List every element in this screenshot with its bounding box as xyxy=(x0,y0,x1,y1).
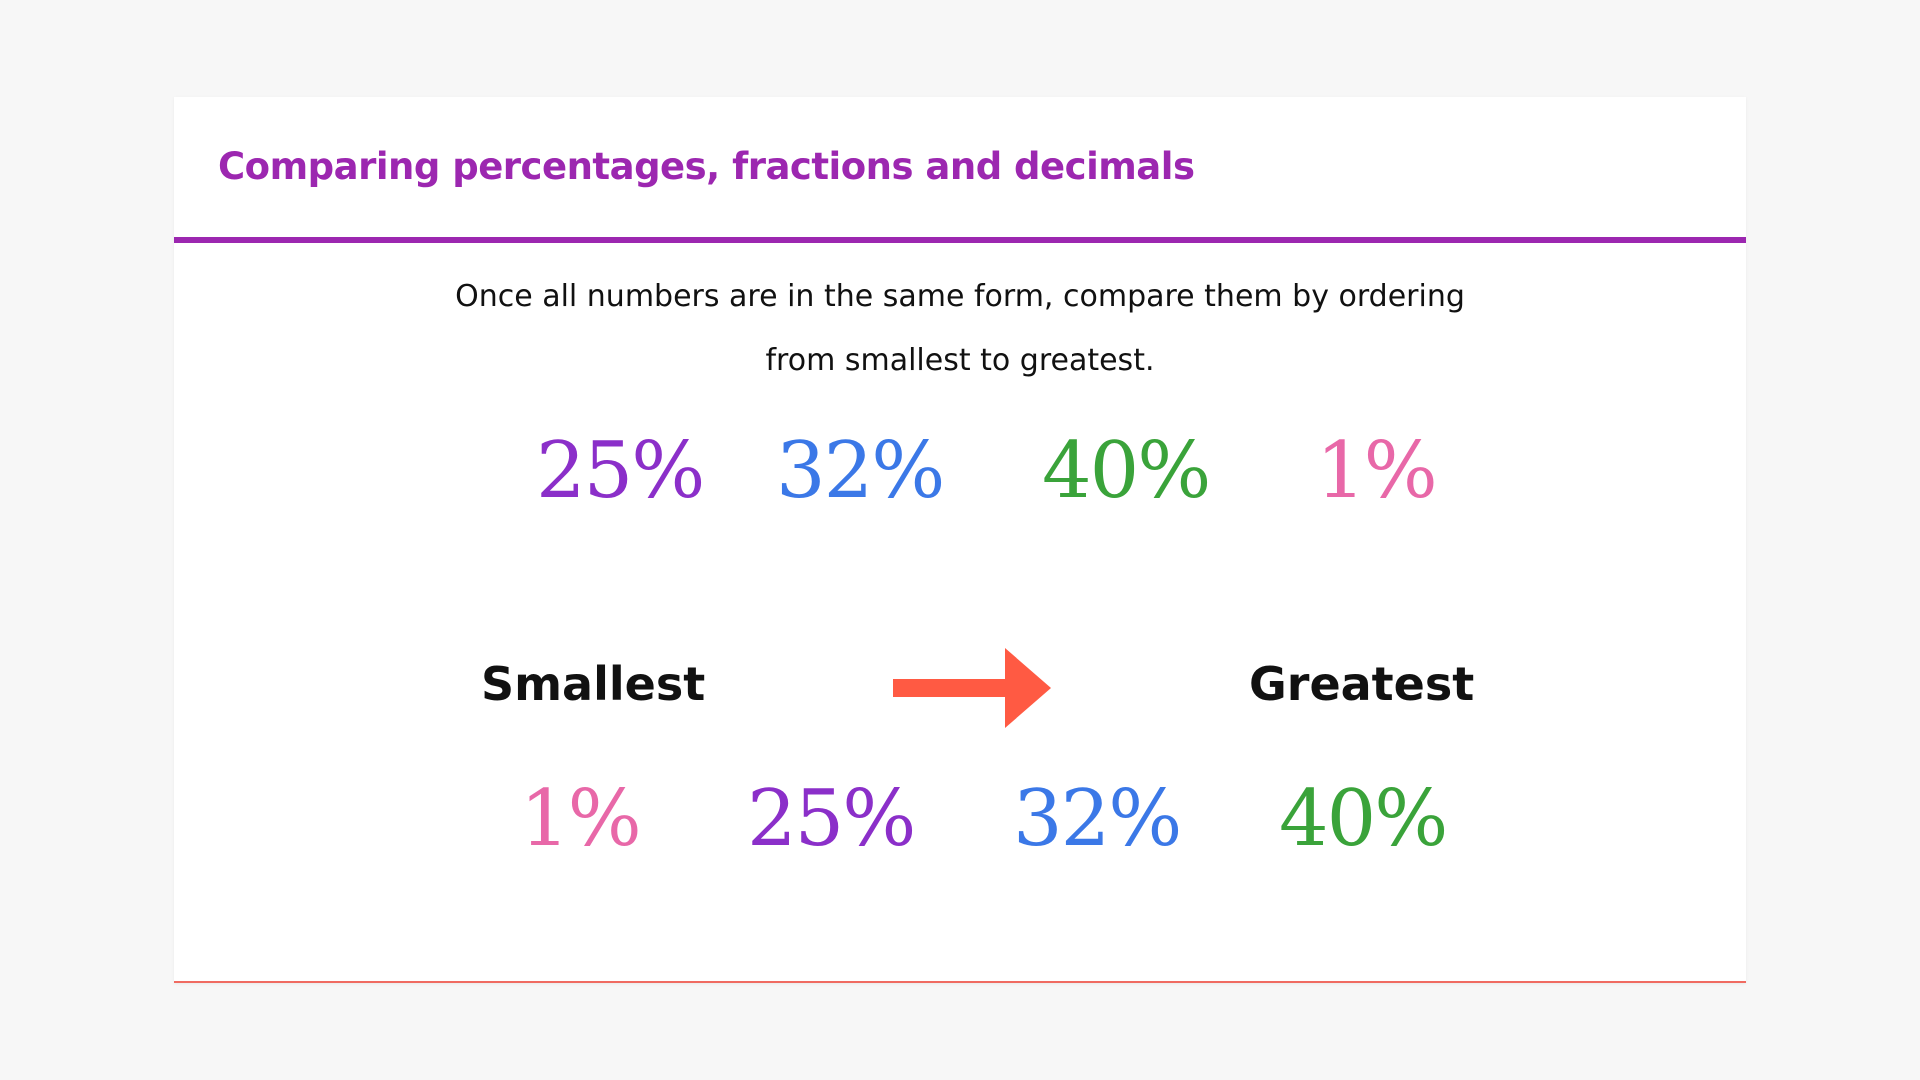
smallest-label: Smallest xyxy=(481,657,706,711)
greatest-label: Greatest xyxy=(1249,657,1475,711)
intro-line-2: from smallest to greatest. xyxy=(765,343,1155,378)
ordered-value: 25% xyxy=(747,774,916,864)
unordered-value: 25% xyxy=(536,426,705,516)
slide-title: Comparing percentages, fractions and dec… xyxy=(218,145,1195,188)
ordered-value: 1% xyxy=(520,774,642,864)
arrow-right-icon xyxy=(893,648,1051,728)
unordered-value: 40% xyxy=(1042,426,1211,516)
unordered-value: 1% xyxy=(1316,426,1438,516)
intro-text: Once all numbers are in the same form, c… xyxy=(174,265,1746,393)
slide-header: Comparing percentages, fractions and dec… xyxy=(174,97,1746,243)
ordered-value: 32% xyxy=(1013,774,1182,864)
intro-line-1: Once all numbers are in the same form, c… xyxy=(455,279,1465,314)
ordered-value: 40% xyxy=(1279,774,1448,864)
slide-card: Comparing percentages, fractions and dec… xyxy=(174,97,1746,983)
unordered-value: 32% xyxy=(776,426,945,516)
